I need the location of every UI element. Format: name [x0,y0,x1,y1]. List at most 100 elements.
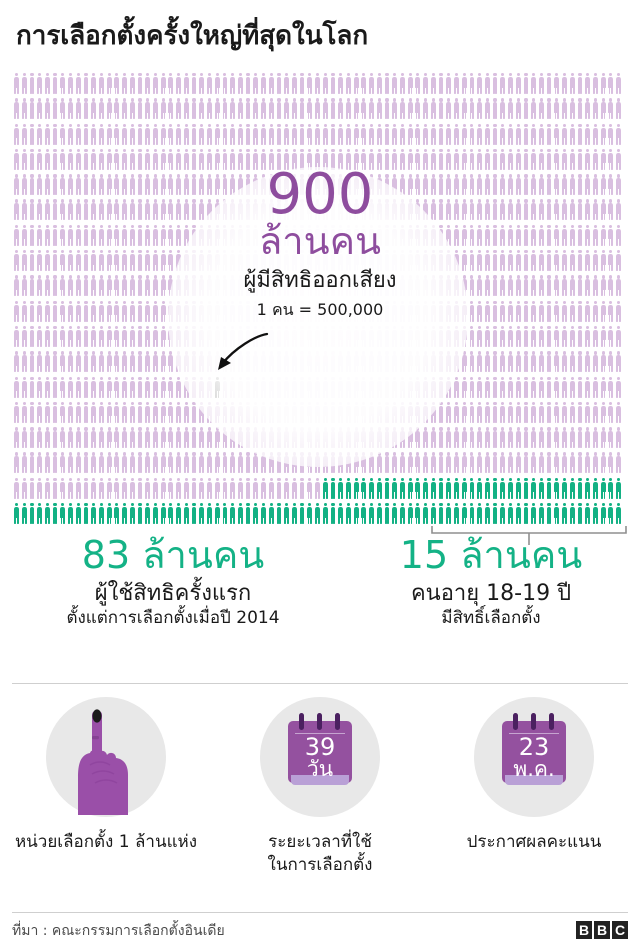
pictogram-figure [353,426,360,449]
pictogram-figure [206,502,213,525]
pictogram-figure [592,426,599,449]
pictogram-figure [553,249,560,272]
pictogram-figure [492,451,499,474]
pictogram-figure [98,249,105,272]
pictogram-figure [329,97,336,120]
pictogram-figure [468,97,475,120]
pictogram-figure [600,72,607,95]
pictogram-figure [67,72,74,95]
pictogram-figure [137,173,144,196]
pictogram-figure [121,401,128,424]
pictogram-figure [368,426,375,449]
pictogram-figure [314,502,321,525]
pictogram-figure [384,477,391,500]
pictogram-figure [430,376,437,399]
pictogram-figure [553,325,560,348]
pictogram-figure [422,350,429,373]
pictogram-figure [414,97,421,120]
pictogram-figure [507,249,514,272]
pictogram-figure [113,274,120,297]
pictogram-figure [106,249,113,272]
calendar-ring [317,713,322,730]
pictogram-figure [561,97,568,120]
pictogram-figure [538,401,545,424]
pictogram-figure [360,376,367,399]
pictogram-figure [183,477,190,500]
pictogram-figure [430,426,437,449]
pictogram-figure [322,426,329,449]
pictogram-chart [13,72,629,527]
pictogram-figure [468,274,475,297]
pictogram-figure [329,401,336,424]
pictogram-figure [607,97,614,120]
divider-top [12,683,628,684]
pictogram-figure [376,502,383,525]
pictogram-figure [229,198,236,221]
pictogram-figure [252,376,259,399]
pictogram-figure [275,325,282,348]
pictogram-figure [422,502,429,525]
pictogram-figure [98,502,105,525]
pictogram-figure [129,173,136,196]
pictogram-figure [237,198,244,221]
pictogram-figure [206,274,213,297]
pictogram-figure [59,123,66,146]
pictogram-figure [546,224,553,247]
pictogram-figure [306,148,313,171]
pictogram-figure [36,173,43,196]
pictogram-figure [221,300,228,323]
pictogram-figure [52,451,59,474]
pictogram-figure [476,502,483,525]
pictogram-figure [268,274,275,297]
pictogram-figure [75,148,82,171]
pictogram-figure [36,148,43,171]
pictogram-figure [484,451,491,474]
pictogram-figure [600,477,607,500]
pictogram-figure [615,249,622,272]
pictogram-figure [167,401,174,424]
pictogram-figure [152,72,159,95]
pictogram-figure [445,477,452,500]
pictogram-figure [306,451,313,474]
pictogram-figure [245,249,252,272]
pictogram-figure [137,376,144,399]
pictogram-figure [206,72,213,95]
pictogram-row [13,198,629,223]
pictogram-figure [592,451,599,474]
pictogram-figure [129,350,136,373]
pictogram-figure [44,97,51,120]
pictogram-figure [391,300,398,323]
pictogram-figure [476,72,483,95]
pictogram-figure [252,198,259,221]
pictogram-figure [600,401,607,424]
pictogram-figure [214,224,221,247]
pictogram-figure [291,426,298,449]
pictogram-figure [90,426,97,449]
pictogram-figure [167,224,174,247]
pictogram-figure [36,426,43,449]
pictogram-figure [13,376,20,399]
pictogram-figure [121,325,128,348]
pictogram-figure [376,477,383,500]
pictogram-figure [538,224,545,247]
pictogram-figure [206,477,213,500]
pictogram-figure [229,224,236,247]
pictogram-figure [90,173,97,196]
pictogram-figure [453,123,460,146]
pictogram-figure [515,274,522,297]
pictogram-figure [329,274,336,297]
pictogram-figure [191,350,198,373]
pictogram-figure [607,325,614,348]
pictogram-figure [569,97,576,120]
card-election-duration: 39 วัน ระยะเวลาที่ใช้ ในการเลือกตั้ง [220,697,420,877]
pictogram-figure [337,502,344,525]
pictogram-figure [422,426,429,449]
pictogram-figure [175,224,182,247]
pictogram-figure [538,350,545,373]
pictogram-figure [507,325,514,348]
pictogram-figure [569,274,576,297]
pictogram-figure [553,72,560,95]
pictogram-figure [414,325,421,348]
pictogram-figure [36,451,43,474]
pictogram-figure [422,97,429,120]
